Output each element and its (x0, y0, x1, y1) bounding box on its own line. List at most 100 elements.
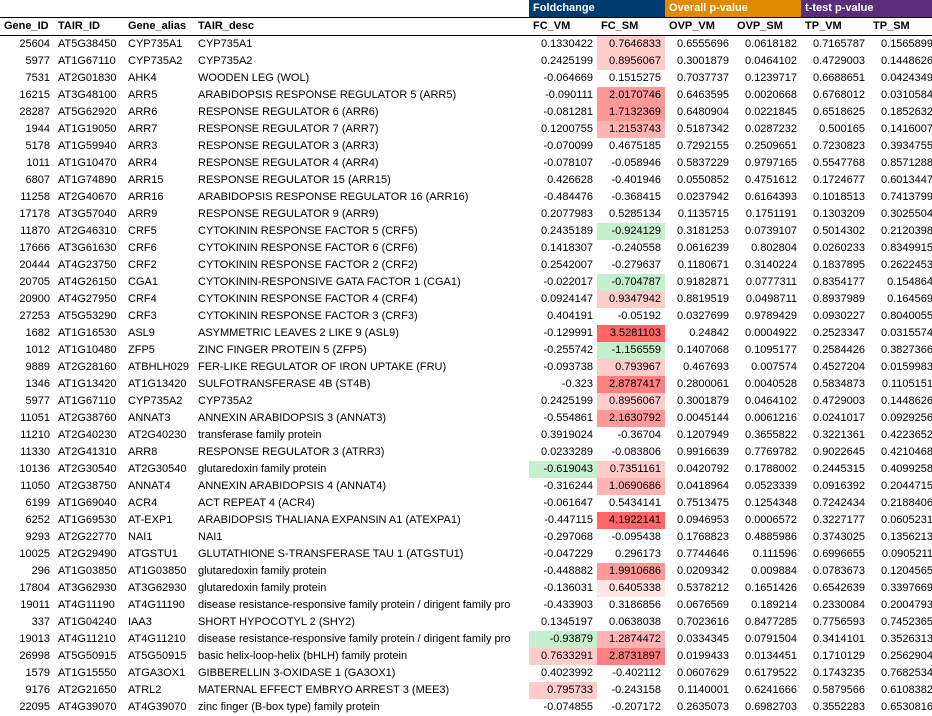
cell-gene-id: 11051 (0, 410, 54, 427)
cell-fc-vm: -0.078107 (529, 155, 597, 172)
cell-tp-vm: 0.1743235 (801, 665, 869, 682)
cell-fc-sm: 0.4675185 (597, 138, 665, 155)
cell-tair-desc: SULFOTRANSFERASE 4B (ST4B) (194, 376, 529, 393)
cell-tp-sm: 0.6530816 (869, 699, 932, 716)
table-row: 17178AT3G57040ARR9RESPONSE REGULATOR 9 (… (0, 206, 932, 223)
cell-fc-vm: 0.1330422 (529, 36, 597, 54)
cell-tp-vm: 0.0930227 (801, 308, 869, 325)
cell-tair-desc: CYTOKININ-RESPONSIVE GATA FACTOR 1 (CGA1… (194, 274, 529, 291)
cell-fc-vm: 0.426628 (529, 172, 597, 189)
cell-gene-id: 17804 (0, 580, 54, 597)
cell-tair-desc: NAI1 (194, 529, 529, 546)
cell-tair-desc: ZINC FINGER PROTEIN 5 (ZFP5) (194, 342, 529, 359)
cell-tp-sm: 0.1448626 (869, 393, 932, 410)
cell-gene-id: 17178 (0, 206, 54, 223)
cell-fc-sm: -0.401946 (597, 172, 665, 189)
cell-gene-id: 27253 (0, 308, 54, 325)
cell-fc-vm: 0.1418307 (529, 240, 597, 257)
cell-gene-id: 20900 (0, 291, 54, 308)
cell-ovp-sm: 0.9797165 (733, 155, 801, 172)
cell-gene-id: 10136 (0, 461, 54, 478)
cell-ovp-vm: 0.3181253 (665, 223, 733, 240)
cell-tp-vm: 0.2330084 (801, 597, 869, 614)
table-row: 1944AT1G19050ARR7RESPONSE REGULATOR 7 (A… (0, 121, 932, 138)
cell-ovp-sm: 0.009884 (733, 563, 801, 580)
cell-ovp-vm: 0.5378212 (665, 580, 733, 597)
cell-tp-sm: 0.1852632 (869, 104, 932, 121)
cell-tair-desc: glutaredoxin family protein (194, 563, 529, 580)
cell-fc-vm: -0.323 (529, 376, 597, 393)
cell-tp-sm: 0.8040055 (869, 308, 932, 325)
cell-fc-sm: -0.368415 (597, 189, 665, 206)
cell-fc-sm: 0.8956067 (597, 393, 665, 410)
cell-gene-id: 9889 (0, 359, 54, 376)
cell-tp-vm: 0.6996655 (801, 546, 869, 563)
cell-ovp-vm: 0.0045144 (665, 410, 733, 427)
cell-tair-id: AT5G53290 (54, 308, 124, 325)
cell-ovp-sm: 0.007574 (733, 359, 801, 376)
cell-gene-alias: ATBHLH029 (124, 359, 194, 376)
cell-fc-sm: 0.5434141 (597, 495, 665, 512)
cell-tp-sm: 0.8571288 (869, 155, 932, 172)
cell-gene-alias: AT4G11210 (124, 631, 194, 648)
cell-fc-sm: 2.1630792 (597, 410, 665, 427)
cell-fc-sm: -0.240558 (597, 240, 665, 257)
table-row: 1579AT1G15550ATGA3OX1GIBBERELLIN 3-OXIDA… (0, 665, 932, 682)
cell-tp-vm: 0.1303209 (801, 206, 869, 223)
group-header-overall-p: Overall p-value (665, 0, 801, 18)
cell-fc-sm: -0.402112 (597, 665, 665, 682)
cell-tp-sm: 0.154864 (869, 274, 932, 291)
cell-tair-desc: FER-LIKE REGULATOR OF IRON UPTAKE (FRU) (194, 359, 529, 376)
cell-tair-id: AT1G10470 (54, 155, 124, 172)
table-row: 6807AT1G74890ARR15RESPONSE REGULATOR 15 … (0, 172, 932, 189)
cell-tair-desc: CYP735A2 (194, 393, 529, 410)
cell-gene-alias: IAA3 (124, 614, 194, 631)
cell-gene-id: 5977 (0, 393, 54, 410)
cell-tair-id: AT1G15550 (54, 665, 124, 682)
cell-ovp-vm: 0.7513475 (665, 495, 733, 512)
cell-tair-desc: CYTOKININ RESPONSE FACTOR 3 (CRF3) (194, 308, 529, 325)
cell-ovp-sm: 0.6164393 (733, 189, 801, 206)
table-row: 28287AT5G62920ARR6RESPONSE REGULATOR 6 (… (0, 104, 932, 121)
cell-fc-vm: 0.0233289 (529, 444, 597, 461)
cell-gene-id: 337 (0, 614, 54, 631)
table-row: 9293AT2G22770NAI1NAI1-0.297068-0.0954380… (0, 529, 932, 546)
table-row: 17666AT3G61630CRF6CYTOKININ RESPONSE FAC… (0, 240, 932, 257)
cell-gene-alias: ARR9 (124, 206, 194, 223)
cell-tair-id: AT2G21650 (54, 682, 124, 699)
cell-fc-sm: 4.1922141 (597, 512, 665, 529)
cell-fc-vm: 0.2425199 (529, 393, 597, 410)
cell-gene-alias: CYP735A2 (124, 393, 194, 410)
cell-gene-id: 6252 (0, 512, 54, 529)
cell-ovp-vm: 0.6555696 (665, 36, 733, 54)
cell-fc-vm: -0.070099 (529, 138, 597, 155)
cell-tair-id: AT4G26150 (54, 274, 124, 291)
cell-tp-vm: 0.7230823 (801, 138, 869, 155)
cell-ovp-vm: 0.7023616 (665, 614, 733, 631)
cell-tp-sm: 0.7682534 (869, 665, 932, 682)
cell-tair-id: AT1G74890 (54, 172, 124, 189)
cell-gene-alias: ACR4 (124, 495, 194, 512)
cell-fc-vm: 0.2077983 (529, 206, 597, 223)
cell-fc-sm: 0.7646833 (597, 36, 665, 54)
cell-tp-vm: 0.3227177 (801, 512, 869, 529)
cell-ovp-sm: 0.9789429 (733, 308, 801, 325)
cell-tair-desc: disease resistance-responsive family pro… (194, 597, 529, 614)
cell-ovp-sm: 0.8477285 (733, 614, 801, 631)
cell-tair-desc: RESPONSE REGULATOR 4 (ARR4) (194, 155, 529, 172)
cell-tair-id: AT1G13420 (54, 376, 124, 393)
cell-fc-sm: 1.0690686 (597, 478, 665, 495)
cell-gene-alias: AT1G13420 (124, 376, 194, 393)
cell-fc-sm: 0.6405338 (597, 580, 665, 597)
cell-fc-vm: 0.1345197 (529, 614, 597, 631)
cell-tair-id: AT5G50915 (54, 648, 124, 665)
cell-tair-id: AT4G27950 (54, 291, 124, 308)
table-row: 9176AT2G21650ATRL2MATERNAL EFFECT EMBRYO… (0, 682, 932, 699)
cell-fc-sm: 0.7351161 (597, 461, 665, 478)
cell-tair-id: AT2G01830 (54, 70, 124, 87)
cell-fc-sm: 0.9347942 (597, 291, 665, 308)
cell-fc-vm: 0.2542007 (529, 257, 597, 274)
cell-tair-id: AT4G39070 (54, 699, 124, 716)
cell-ovp-sm: 0.1651426 (733, 580, 801, 597)
cell-fc-vm: -0.074855 (529, 699, 597, 716)
